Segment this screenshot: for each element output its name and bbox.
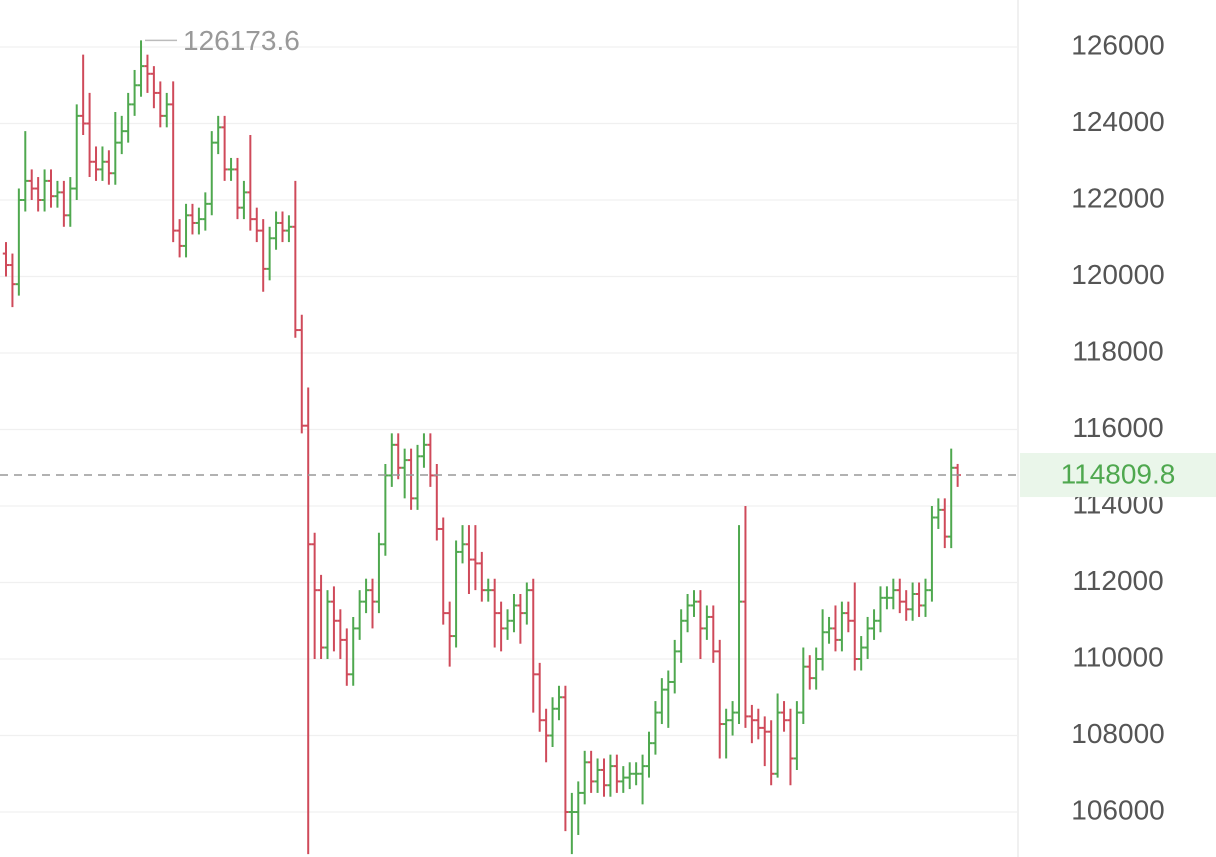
y-tick-label: 112000 (1072, 565, 1163, 596)
y-tick-label: 118000 (1072, 335, 1163, 366)
y-tick-label: 120000 (1071, 259, 1164, 290)
y-tick-label: 110000 (1072, 641, 1163, 672)
y-tick-label: 106000 (1071, 794, 1164, 825)
y-tick-label: 124000 (1071, 106, 1164, 137)
y-tick-label: 122000 (1071, 182, 1164, 213)
y-tick-label: 116000 (1072, 412, 1163, 443)
y-tick-label: 126000 (1071, 29, 1164, 60)
last-price-label: 114809.8 (1061, 458, 1176, 489)
last-price-box (1020, 453, 1216, 498)
y-tick-label: 108000 (1071, 718, 1164, 749)
max-label: 126173.6 (183, 25, 300, 56)
